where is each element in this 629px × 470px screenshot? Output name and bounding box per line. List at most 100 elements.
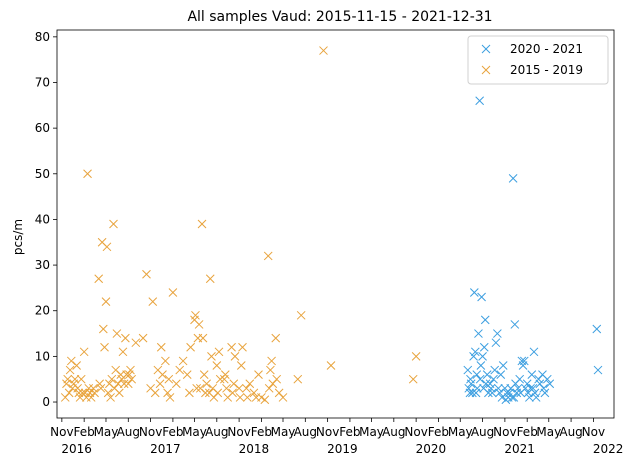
data-point — [222, 383, 231, 393]
data-point — [131, 338, 141, 348]
data-point — [264, 383, 274, 393]
plot-frame — [56, 29, 615, 419]
data-point — [94, 274, 104, 284]
data-point — [127, 374, 137, 384]
data-point — [90, 388, 99, 398]
data-point — [228, 388, 237, 398]
plot-marks — [60, 46, 603, 405]
data-point — [463, 365, 473, 375]
data-point — [186, 342, 195, 352]
data-point — [254, 370, 263, 379]
data-point — [155, 379, 165, 389]
x-month-label: Feb — [517, 425, 538, 439]
data-point — [113, 379, 123, 389]
x-month-label: May — [448, 425, 473, 439]
data-point — [197, 219, 207, 229]
data-point — [542, 374, 552, 384]
data-point — [202, 379, 211, 389]
data-point — [484, 388, 493, 398]
data-point — [479, 342, 489, 352]
x-month-label: May — [536, 425, 561, 439]
x-month-label: Nov — [493, 425, 516, 439]
data-point — [164, 374, 174, 384]
data-point — [70, 374, 80, 384]
x-month-label: Feb — [74, 425, 95, 439]
data-point — [118, 347, 128, 357]
data-point — [236, 361, 246, 370]
data-point — [230, 352, 240, 361]
data-point — [107, 374, 117, 384]
x-month-label: Feb — [339, 425, 360, 439]
x-month-label: Aug — [294, 425, 317, 439]
data-point — [293, 374, 303, 384]
data-point — [106, 393, 115, 402]
data-point — [478, 352, 487, 361]
data-point — [469, 288, 479, 297]
data-point — [480, 315, 490, 325]
x-month-label: Aug — [382, 425, 405, 439]
y-tick-label: 60 — [35, 121, 50, 135]
data-point — [83, 169, 92, 179]
data-point — [102, 242, 112, 252]
data-point — [161, 356, 170, 366]
data-point — [65, 365, 75, 375]
legend: 2020 - 2021 2015 - 2019 — [467, 35, 609, 85]
x-month-label: May — [271, 425, 296, 439]
data-point — [243, 393, 252, 402]
data-point — [220, 370, 230, 379]
data-point — [86, 393, 96, 402]
x-year-label: 2022 — [593, 442, 624, 456]
data-point — [326, 361, 336, 370]
x-year-label: 2017 — [150, 442, 181, 456]
x-month-label: Aug — [559, 425, 582, 439]
data-point — [229, 379, 239, 389]
data-point — [249, 388, 259, 398]
data-point — [525, 393, 534, 402]
data-point — [496, 370, 506, 379]
data-point — [242, 383, 251, 393]
data-point — [529, 347, 539, 357]
data-point — [411, 352, 421, 361]
data-point — [64, 388, 74, 398]
x-month-label: Nov — [316, 425, 339, 439]
data-point — [267, 356, 276, 366]
data-point — [123, 379, 133, 389]
x-month-label: May — [359, 425, 384, 439]
data-point — [79, 347, 89, 357]
data-point — [593, 365, 603, 375]
data-point — [163, 388, 172, 398]
data-point — [199, 370, 209, 379]
data-point — [156, 342, 166, 352]
x-month-label: May — [94, 425, 119, 439]
data-point — [472, 383, 482, 393]
data-point — [466, 379, 476, 389]
data-point — [278, 393, 288, 402]
data-point — [72, 361, 81, 370]
x-month-label: Nov — [404, 425, 427, 439]
y-tick-label: 50 — [35, 167, 50, 181]
data-point — [142, 269, 151, 279]
x-month-label: Nov — [582, 425, 605, 439]
data-point — [114, 388, 124, 398]
data-point — [527, 370, 537, 379]
legend-label: 2015 - 2019 — [510, 63, 583, 77]
data-point — [198, 333, 208, 343]
y-tick-label: 30 — [35, 258, 50, 272]
legend-marker — [481, 65, 491, 75]
y-tick-label: 70 — [35, 75, 50, 89]
data-point — [98, 324, 108, 334]
data-point — [475, 374, 485, 384]
data-point — [235, 393, 245, 402]
data-point — [76, 374, 86, 384]
legend-label: 2020 - 2021 — [510, 42, 583, 56]
data-point — [212, 361, 222, 370]
data-point — [227, 342, 236, 352]
data-point — [489, 374, 498, 384]
data-point — [63, 374, 73, 384]
data-point — [171, 379, 181, 389]
data-point — [205, 274, 215, 284]
data-point — [185, 388, 194, 398]
data-point — [540, 388, 550, 398]
data-point — [545, 379, 555, 389]
